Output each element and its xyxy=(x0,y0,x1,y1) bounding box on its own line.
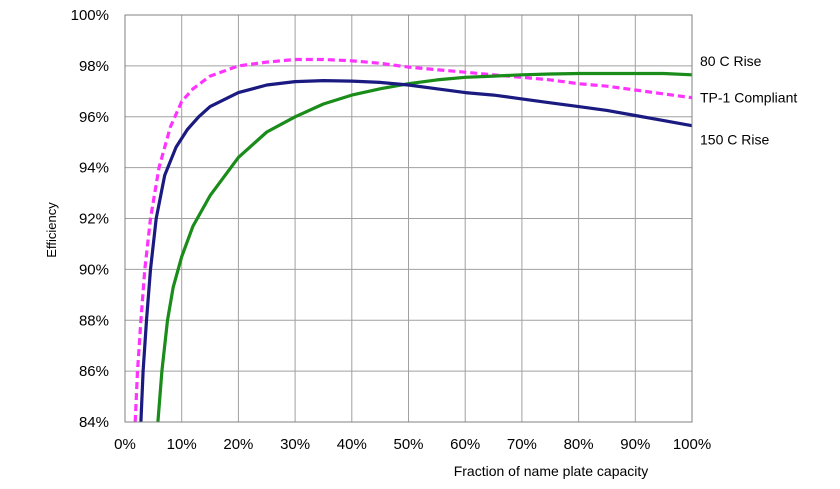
y-tick-label: 86% xyxy=(79,363,109,380)
x-tick-label: 10% xyxy=(167,436,197,453)
y-tick-label: 96% xyxy=(79,109,109,126)
series-labels: 80 C Rise TP-1 Compliant 150 C Rise xyxy=(700,53,797,148)
grid xyxy=(125,15,692,422)
y-tick-label: 100% xyxy=(71,7,109,24)
x-tick-label: 30% xyxy=(280,436,310,453)
x-tick-label: 90% xyxy=(620,436,650,453)
x-tick-label: 20% xyxy=(223,436,253,453)
y-tick-label: 98% xyxy=(79,58,109,75)
x-tick-label: 100% xyxy=(673,436,711,453)
x-axis-title: Fraction of name plate capacity xyxy=(454,463,649,479)
y-tick-label: 92% xyxy=(79,211,109,228)
plot-border xyxy=(124,14,693,423)
x-tick-label: 50% xyxy=(393,436,423,453)
y-tick-label: 94% xyxy=(79,160,109,177)
series-line-tp-1-compliant xyxy=(133,57,693,423)
series-label-150-c-rise: 150 C Rise xyxy=(700,132,769,148)
x-tick-label: 60% xyxy=(450,436,480,453)
series-line-80-c-rise xyxy=(156,71,693,423)
series-layer xyxy=(133,57,693,423)
y-tick-label: 84% xyxy=(79,414,109,431)
x-tick-labels: 0% 10% 20% 30% 40% 50% 60% 70% 80% 90% 100% xyxy=(114,436,711,453)
series-label-80-c-rise: 80 C Rise xyxy=(700,53,762,69)
plot-frame xyxy=(124,14,693,423)
series-line-150-c-rise xyxy=(139,78,693,423)
y-tick-labels: 84% 86% 88% 90% 92% 94% 96% 98% 100% xyxy=(71,7,109,431)
y-tick-label: 90% xyxy=(79,261,109,278)
series-label-tp-1-compliant: TP-1 Compliant xyxy=(700,90,797,106)
y-tick-label: 88% xyxy=(79,312,109,329)
x-tick-label: 80% xyxy=(564,436,594,453)
y-axis-title: Efficiency xyxy=(44,202,59,258)
x-tick-label: 0% xyxy=(114,436,136,453)
x-tick-label: 70% xyxy=(507,436,537,453)
x-tick-label: 40% xyxy=(337,436,367,453)
